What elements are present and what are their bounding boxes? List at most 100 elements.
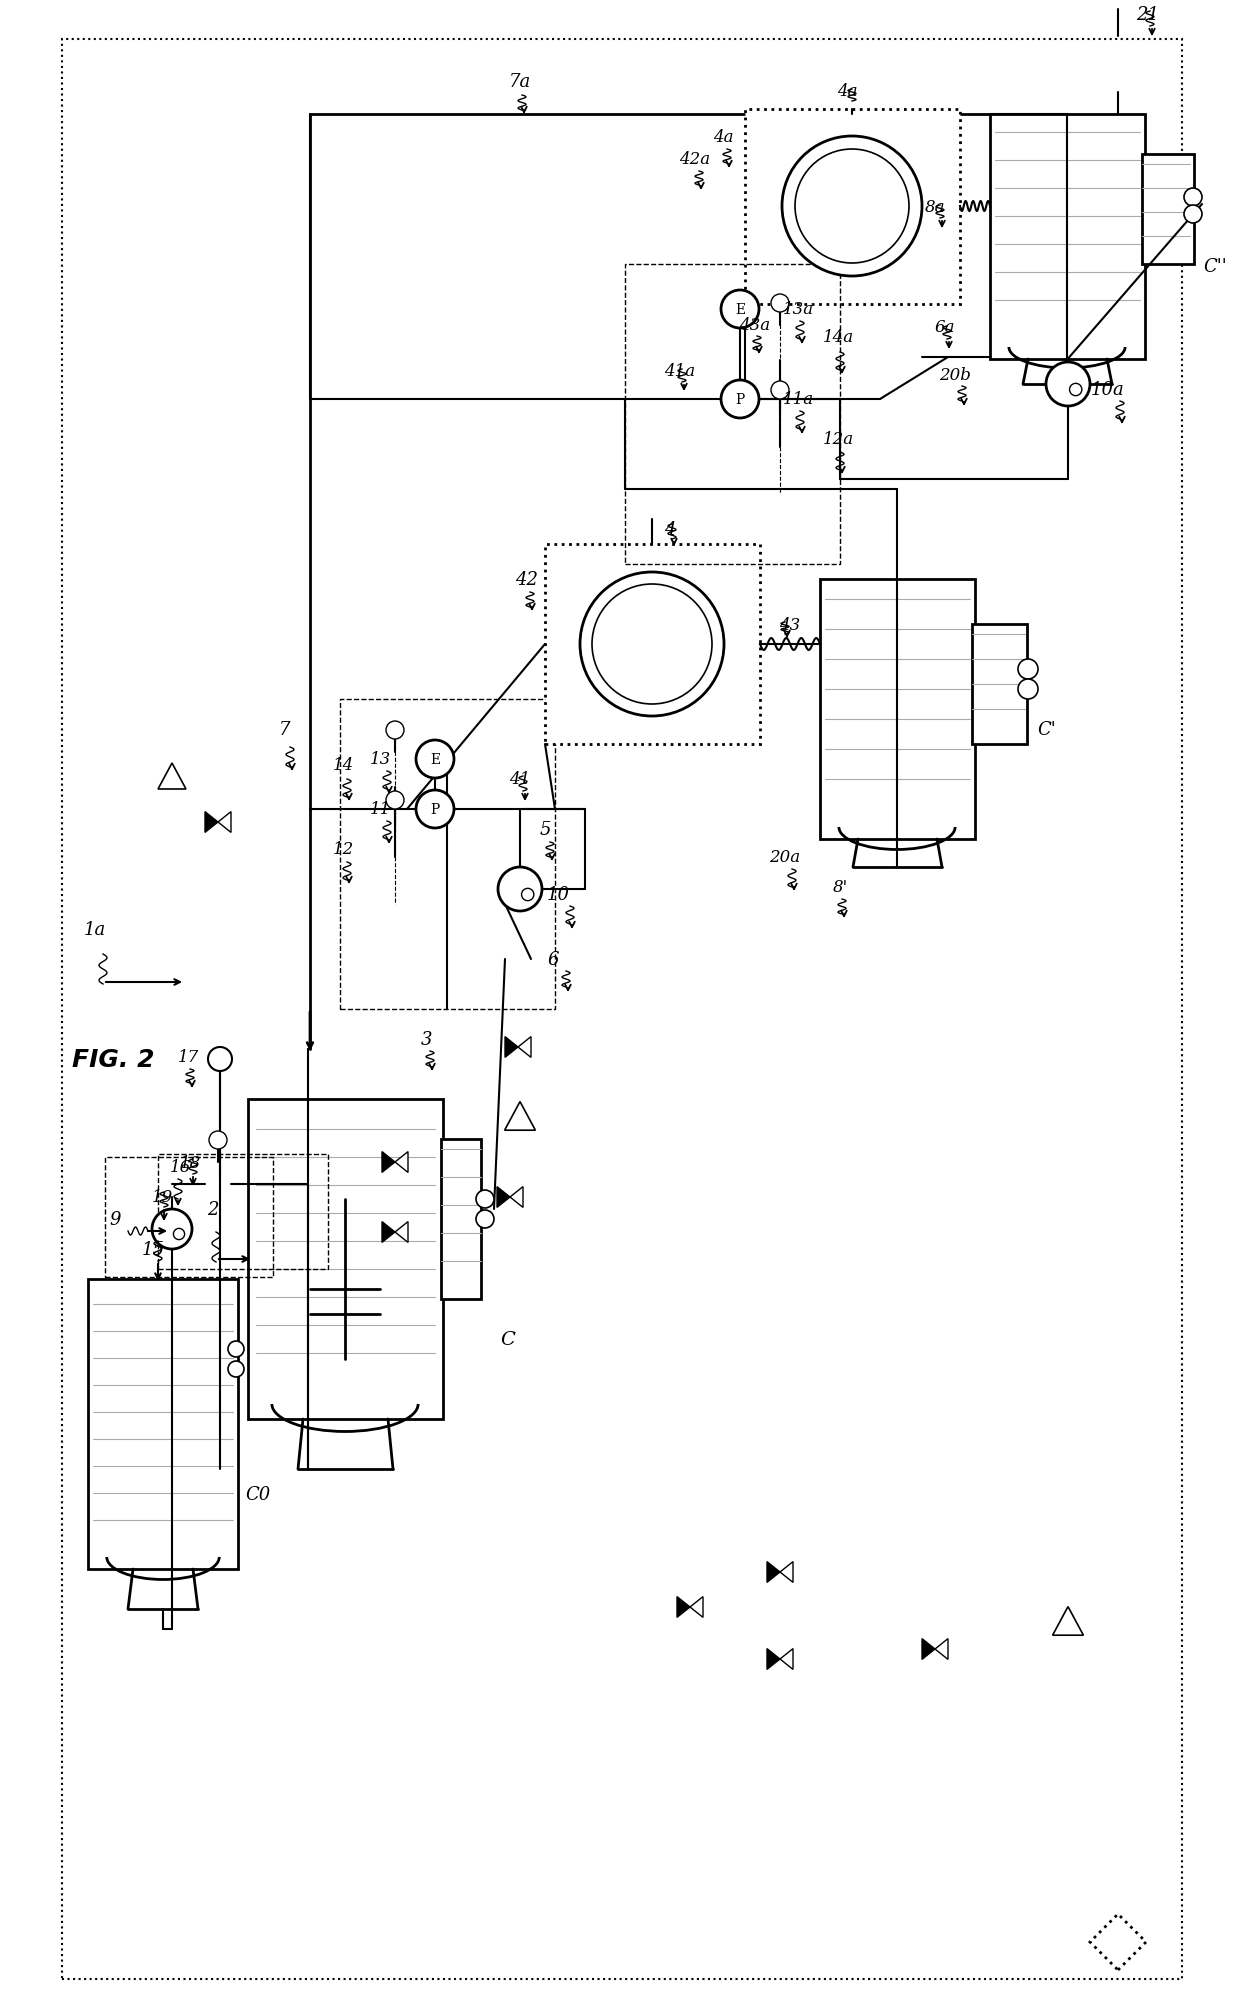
Polygon shape [505, 1038, 518, 1058]
Bar [105, 1158, 273, 1276]
Polygon shape [510, 1186, 523, 1208]
Text: E: E [735, 303, 745, 317]
Text: 8a: 8a [925, 199, 945, 215]
Circle shape [228, 1341, 244, 1357]
Polygon shape [505, 1102, 536, 1130]
Circle shape [522, 889, 534, 901]
Circle shape [1018, 660, 1038, 680]
Circle shape [498, 867, 542, 911]
Text: 4a: 4a [713, 128, 733, 147]
Polygon shape [689, 1598, 703, 1618]
Bar [1142, 155, 1194, 265]
Bar [990, 114, 1145, 359]
Text: 19: 19 [151, 1188, 172, 1204]
Polygon shape [768, 1561, 780, 1584]
Bar [88, 1278, 238, 1569]
Circle shape [476, 1190, 494, 1208]
Circle shape [795, 151, 909, 263]
Circle shape [720, 381, 759, 419]
Polygon shape [157, 763, 186, 789]
Text: 7a: 7a [508, 72, 531, 90]
Text: 42: 42 [516, 570, 538, 588]
Circle shape [386, 791, 404, 809]
Text: 10: 10 [547, 885, 569, 903]
Bar [248, 1100, 443, 1419]
Bar [820, 580, 975, 839]
Polygon shape [497, 1186, 510, 1208]
Circle shape [210, 1132, 227, 1150]
Text: 7: 7 [279, 721, 290, 739]
Circle shape [1070, 383, 1081, 397]
Bar [745, 110, 960, 305]
Polygon shape [768, 1650, 780, 1670]
Circle shape [208, 1048, 232, 1072]
Text: 10a: 10a [1091, 381, 1125, 399]
Circle shape [580, 572, 724, 716]
Polygon shape [677, 1598, 689, 1618]
Text: 15: 15 [141, 1240, 165, 1258]
Text: P: P [735, 393, 745, 407]
Text: 16: 16 [170, 1158, 191, 1176]
Bar [972, 624, 1027, 745]
Text: 8': 8' [832, 879, 848, 895]
Text: C: C [501, 1331, 516, 1349]
Text: E: E [430, 753, 440, 767]
Polygon shape [396, 1222, 408, 1242]
Text: 4: 4 [665, 520, 676, 538]
Circle shape [782, 136, 923, 277]
Polygon shape [205, 813, 218, 833]
Bar [625, 265, 839, 564]
Bar [546, 544, 760, 745]
Polygon shape [780, 1650, 794, 1670]
Text: 13a: 13a [782, 301, 813, 319]
Polygon shape [396, 1152, 408, 1172]
Text: 6a: 6a [935, 319, 955, 337]
Circle shape [386, 723, 404, 741]
Text: 20a: 20a [770, 849, 801, 867]
Text: 5: 5 [539, 821, 551, 839]
Text: 13: 13 [370, 751, 391, 769]
Circle shape [1184, 207, 1202, 225]
Text: 11: 11 [370, 801, 391, 819]
Text: 12a: 12a [822, 432, 853, 448]
Polygon shape [518, 1038, 531, 1058]
Text: 14: 14 [332, 757, 353, 773]
Text: 9: 9 [109, 1210, 120, 1228]
Text: C': C' [1038, 721, 1056, 739]
Circle shape [228, 1361, 244, 1377]
Text: FIG. 2: FIG. 2 [72, 1048, 155, 1072]
Circle shape [476, 1210, 494, 1228]
Polygon shape [218, 813, 231, 833]
Text: 14a: 14a [822, 329, 853, 347]
Text: 4a: 4a [837, 84, 857, 100]
Circle shape [591, 584, 712, 704]
Text: 1a: 1a [84, 921, 107, 939]
Polygon shape [382, 1222, 396, 1242]
Text: 2: 2 [207, 1200, 218, 1218]
Text: C0: C0 [246, 1485, 270, 1503]
Circle shape [720, 291, 759, 329]
Text: 6: 6 [547, 951, 559, 969]
Polygon shape [1090, 1915, 1146, 1971]
Bar [340, 700, 556, 1010]
Text: 11a: 11a [782, 391, 813, 407]
Polygon shape [780, 1561, 794, 1584]
Polygon shape [382, 1152, 396, 1172]
Circle shape [1184, 189, 1202, 207]
Text: C'': C'' [1203, 257, 1226, 275]
Circle shape [153, 1210, 192, 1250]
Text: 43: 43 [780, 616, 801, 632]
Text: 42a: 42a [680, 151, 711, 169]
Circle shape [1018, 680, 1038, 700]
Text: 12: 12 [332, 841, 353, 859]
Polygon shape [923, 1640, 935, 1660]
Text: 41: 41 [510, 771, 531, 789]
Text: 17: 17 [177, 1050, 198, 1066]
Text: 3: 3 [422, 1030, 433, 1048]
Text: P: P [430, 803, 440, 817]
Text: 18: 18 [180, 1154, 201, 1170]
Polygon shape [935, 1640, 949, 1660]
Bar [157, 1154, 329, 1268]
Circle shape [415, 791, 454, 829]
Text: 43a: 43a [739, 317, 770, 333]
